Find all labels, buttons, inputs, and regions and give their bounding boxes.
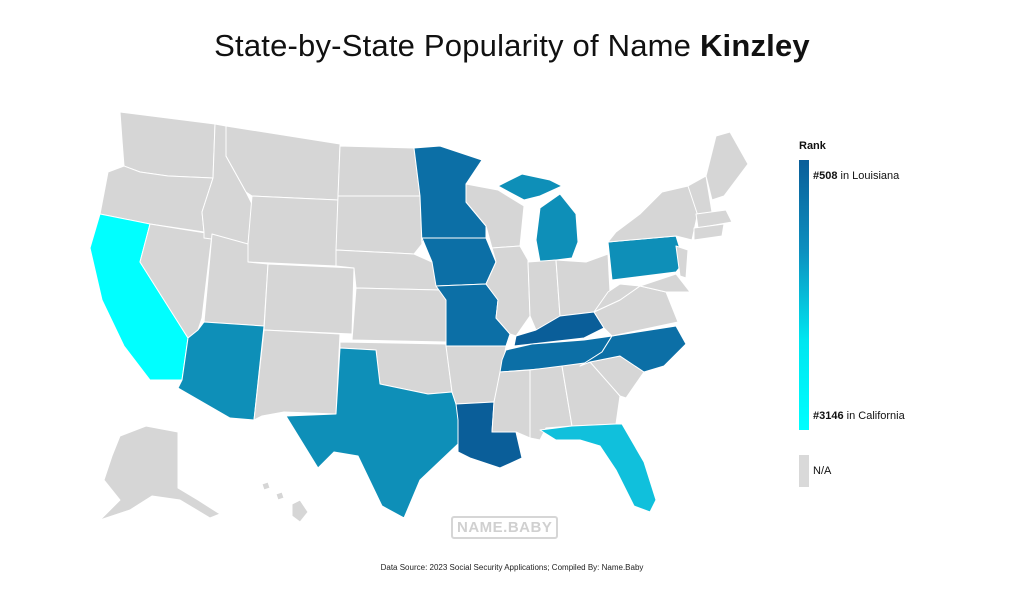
- data-source-note: Data Source: 2023 Social Security Applic…: [380, 563, 644, 572]
- state-pennsylvania[interactable]: [607, 235, 685, 281]
- state-michigan-upper[interactable]: [497, 173, 563, 201]
- legend-top-rank: #508: [813, 170, 838, 182]
- legend-na-label: N/A: [813, 465, 832, 477]
- legend-na-swatch: [799, 455, 809, 487]
- state-michigan[interactable]: [535, 193, 579, 263]
- state-hawaii-islands[interactable]: [261, 481, 285, 501]
- state-texas[interactable]: [285, 347, 459, 519]
- state-florida[interactable]: [539, 423, 657, 513]
- state-north-dakota[interactable]: [337, 145, 421, 197]
- state-kansas[interactable]: [351, 287, 447, 343]
- chart-title: State-by-State Popularity of Name Kinzle…: [0, 28, 1024, 64]
- legend-top-label: #508 in Louisiana: [813, 170, 899, 182]
- state-maine[interactable]: [705, 131, 749, 201]
- state-wyoming[interactable]: [247, 195, 339, 267]
- legend-bottom-state: in California: [843, 410, 905, 422]
- title-prefix: State-by-State Popularity of Name: [214, 28, 700, 63]
- state-new-jersey[interactable]: [675, 245, 689, 279]
- legend-gradient-bar: [799, 160, 809, 430]
- state-alaska[interactable]: [99, 425, 221, 521]
- state-new-york[interactable]: [607, 185, 699, 243]
- legend-title: Rank: [799, 140, 826, 152]
- state-arizona[interactable]: [177, 321, 265, 421]
- state-washington[interactable]: [119, 111, 216, 179]
- state-illinois[interactable]: [485, 245, 531, 337]
- state-west-virginia[interactable]: [593, 283, 641, 313]
- watermark-logo: NAME.BABY: [451, 516, 559, 539]
- state-hawaii[interactable]: [291, 499, 309, 523]
- state-colorado[interactable]: [263, 263, 355, 335]
- legend-bottom-rank: #3146: [813, 410, 844, 422]
- state-north-carolina[interactable]: [579, 325, 687, 373]
- title-name: Kinzley: [699, 28, 810, 63]
- state-massachusetts[interactable]: [695, 209, 733, 229]
- legend-top-state: in Louisiana: [837, 170, 900, 182]
- state-connecticut-ri[interactable]: [693, 223, 725, 241]
- state-new-mexico[interactable]: [253, 329, 341, 421]
- state-south-dakota[interactable]: [335, 195, 423, 255]
- state-maryland[interactable]: [639, 273, 691, 293]
- legend-bottom-label: #3146 in California: [813, 410, 905, 422]
